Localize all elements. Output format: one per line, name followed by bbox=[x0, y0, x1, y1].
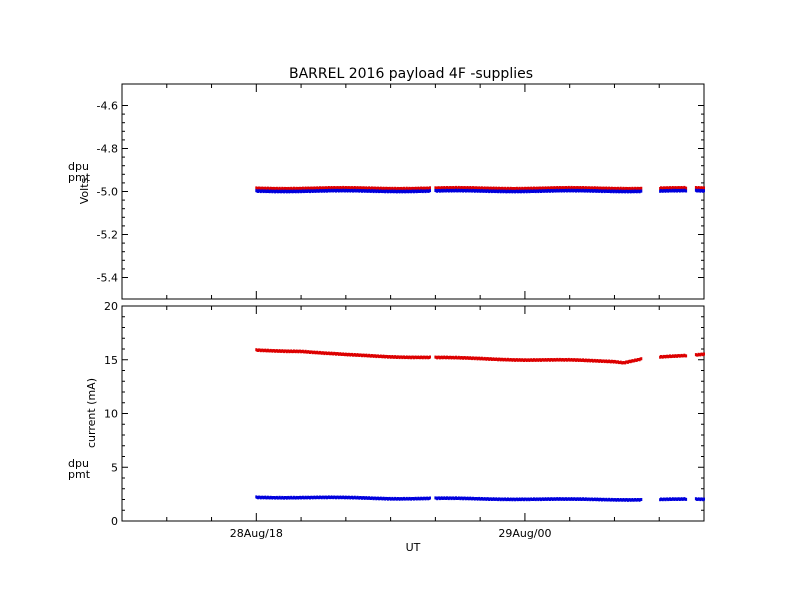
voltage-dpu-point bbox=[685, 186, 688, 190]
voltage-legend-pmt: pmt bbox=[68, 171, 91, 184]
voltage-y-axis-label: Volts bbox=[78, 177, 91, 204]
current-legend-pmt: pmt bbox=[68, 468, 91, 481]
current-data-points bbox=[255, 348, 705, 502]
current-dpu-point bbox=[685, 354, 688, 358]
current-y-axis-label: current (mA) bbox=[85, 378, 98, 448]
voltage-x-ticks bbox=[166, 84, 660, 299]
current-pmt-point bbox=[685, 497, 688, 501]
voltage-data-points bbox=[255, 185, 705, 194]
current-plot-frame bbox=[121, 305, 705, 522]
current-y-tick-label: 10 bbox=[104, 408, 118, 421]
current-dpu-point bbox=[640, 357, 643, 361]
voltage-y-ticks: -4.6 -4.8 -5.0 -5.2 -5.4 bbox=[97, 100, 704, 285]
voltage-dpu-point bbox=[703, 186, 705, 190]
chart-title: BARREL 2016 payload 4F -supplies bbox=[289, 66, 533, 82]
current-series-pmt bbox=[255, 495, 705, 502]
voltage-pmt-point bbox=[703, 189, 705, 193]
voltage-legend-dpu: dpu bbox=[68, 160, 89, 173]
current-x-ticks bbox=[166, 306, 660, 521]
voltage-y-tick-label: -4.8 bbox=[97, 143, 118, 156]
x-axis-label: UT bbox=[406, 541, 421, 554]
current-pmt-point bbox=[429, 496, 431, 500]
voltage-pmt-point bbox=[640, 189, 643, 193]
current-dpu-point bbox=[703, 352, 705, 356]
voltage-dpu-point bbox=[429, 186, 431, 190]
x-tick-label: 29Aug/00 bbox=[498, 527, 551, 540]
current-legend-dpu: dpu bbox=[68, 457, 89, 470]
current-pmt-point bbox=[640, 498, 643, 501]
voltage-y-tick-label: -5.2 bbox=[97, 229, 118, 242]
voltage-y-tick-label: -5.0 bbox=[97, 186, 118, 199]
voltage-dpu-point bbox=[640, 186, 643, 190]
x-tick-label: 28Aug/18 bbox=[230, 527, 283, 540]
current-panel: 0 5 10 15 20 current (mA) dpu pmt bbox=[68, 300, 705, 528]
x-tick-labels: 28Aug/18 29Aug/00 bbox=[230, 527, 552, 540]
voltage-y-tick-label: -4.6 bbox=[97, 100, 118, 113]
voltage-pmt-point bbox=[685, 189, 688, 193]
voltage-pmt-point bbox=[429, 189, 431, 193]
voltage-y-tick-label: -5.4 bbox=[97, 272, 118, 285]
current-y-tick-label: 15 bbox=[104, 354, 118, 367]
current-y-tick-label: 20 bbox=[104, 300, 118, 313]
current-pmt-point bbox=[703, 497, 705, 501]
current-y-tick-label: 5 bbox=[111, 461, 118, 474]
current-dpu-point bbox=[429, 355, 431, 359]
current-series-dpu bbox=[255, 348, 705, 365]
voltage-series-pmt bbox=[255, 188, 705, 194]
current-y-tick-label: 0 bbox=[111, 515, 118, 528]
voltage-panel: -4.6 -4.8 -5.0 -5.2 -5.4 Volts dpu pmt bbox=[68, 83, 705, 300]
voltage-series-dpu bbox=[255, 185, 705, 191]
current-y-ticks: 0 5 10 15 20 bbox=[104, 300, 704, 528]
